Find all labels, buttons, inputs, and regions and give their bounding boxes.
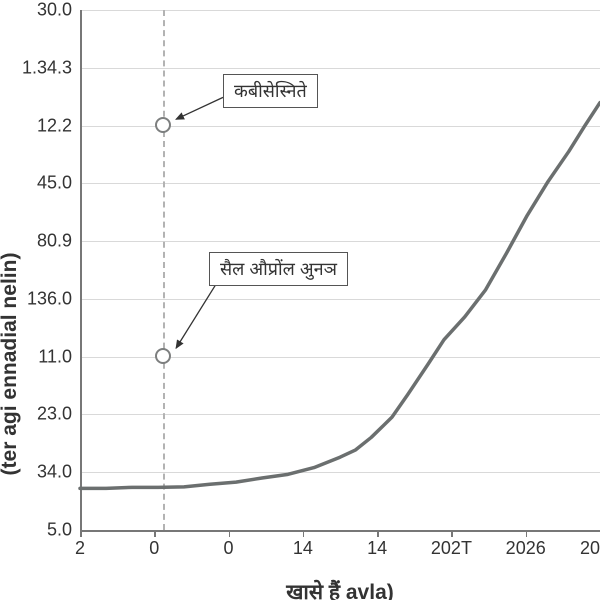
y-axis-label: (ter agi ennadial nelin) bbox=[0, 252, 22, 475]
x-tick-label: 14 bbox=[367, 530, 387, 559]
series-line bbox=[80, 103, 600, 489]
marker-circle-icon bbox=[155, 117, 171, 133]
y-tick-label: 12.2 bbox=[37, 115, 80, 136]
x-tick-label: 14 bbox=[293, 530, 313, 559]
plot-area: 30.01.34.312.245.080.9136.011.023.034.05… bbox=[80, 10, 600, 530]
marker-circle-icon bbox=[155, 348, 171, 364]
y-tick-label: 45.0 bbox=[37, 173, 80, 194]
x-tick-label: 0 bbox=[149, 530, 159, 559]
y-tick-label: 136.0 bbox=[27, 288, 80, 309]
line-chart: 30.01.34.312.245.080.9136.011.023.034.05… bbox=[0, 0, 600, 600]
x-tick-label: 0 bbox=[224, 530, 234, 559]
y-tick-label: 11.0 bbox=[38, 346, 80, 367]
y-tick-label: 34.0 bbox=[37, 462, 80, 483]
x-tick-label: 2026 bbox=[506, 530, 546, 559]
y-tick-label: 1.34.3 bbox=[22, 57, 80, 78]
y-tick-label: 30.0 bbox=[37, 0, 80, 21]
annotation-arrow bbox=[176, 279, 219, 348]
x-tick-label: 2 bbox=[75, 530, 85, 559]
annotation-box: कबीसेस्निते bbox=[223, 74, 318, 108]
x-tick-label: 2025 bbox=[580, 530, 600, 559]
annotation-arrow bbox=[176, 97, 223, 119]
y-tick-label: 23.0 bbox=[37, 404, 80, 425]
annotation-box: सैल औप्रोंल अुनञ bbox=[209, 252, 348, 286]
y-tick-label: 80.9 bbox=[37, 231, 80, 252]
x-axis-label: खासे हैं avla) bbox=[286, 578, 394, 600]
x-tick-label: 202T bbox=[431, 530, 472, 559]
